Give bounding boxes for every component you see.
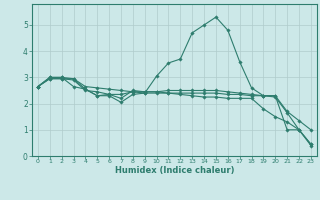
X-axis label: Humidex (Indice chaleur): Humidex (Indice chaleur) [115, 166, 234, 175]
